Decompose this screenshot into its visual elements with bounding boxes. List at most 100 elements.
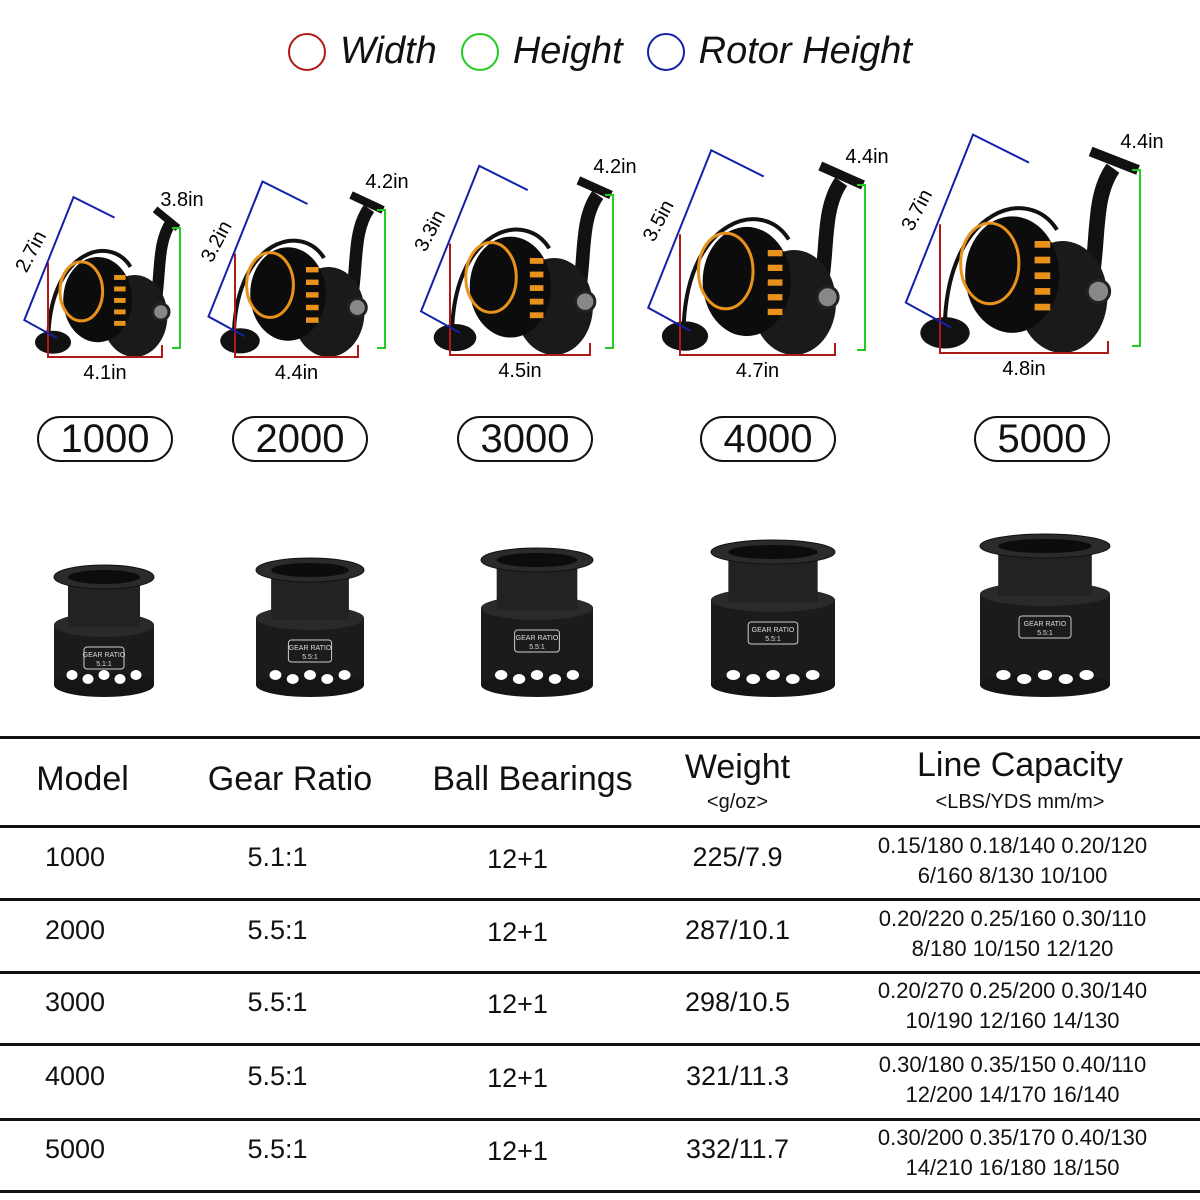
rotor-ring-icon xyxy=(646,32,685,71)
reel-5000: 4.8in 4.4in 3.7in xyxy=(897,131,1163,380)
reel-spool-stripe xyxy=(767,294,783,301)
cell-line-capacity-mm: 0.30/180 0.35/150 0.40/110 xyxy=(878,1051,1147,1077)
reel-spool-ring xyxy=(959,221,1021,306)
spool-top xyxy=(68,570,140,584)
gear-ratio-plate xyxy=(1018,615,1072,639)
reel-spool-stripe xyxy=(306,292,319,298)
spool-1000: GEAR RATIO 5.1:1 xyxy=(53,564,155,697)
reel-handle-knob xyxy=(433,323,477,352)
spool-hole xyxy=(321,674,334,684)
gear-ratio-plate-label: GEAR RATIO xyxy=(1024,621,1067,628)
height-label: 3.8in xyxy=(160,189,203,211)
height-dimension-line xyxy=(377,209,386,349)
reel-foot xyxy=(818,161,865,190)
reel-handle-knob xyxy=(34,330,72,354)
legend-rotor-height: Rotor Height xyxy=(646,30,912,73)
width-label: 4.8in xyxy=(1002,358,1045,380)
spool-hole xyxy=(1037,670,1053,680)
rotor-height-label: 3.7in xyxy=(897,186,937,235)
gear-ratio-plate-value: 5.5:1 xyxy=(302,654,318,661)
spool-hole xyxy=(996,670,1011,680)
rotor-dimension-line xyxy=(646,148,765,332)
cell-weight: 225/7.9 xyxy=(692,841,783,872)
width-dimension-line xyxy=(679,234,836,356)
width-label: 4.5in xyxy=(498,360,541,382)
reel-spool-stripe xyxy=(114,320,126,326)
gear-ratio-plate xyxy=(287,639,333,663)
spool-3000: GEAR RATIO 5.5:1 xyxy=(480,547,594,697)
header-line-capacity: Line Capacity xyxy=(916,746,1123,784)
reel-spool-stripe xyxy=(114,286,126,292)
spool-bottom xyxy=(481,673,593,697)
reel-spool-stripe xyxy=(529,271,544,278)
model-badge-4000: 4000 xyxy=(700,416,836,462)
width-dimension-line xyxy=(939,224,1109,354)
cell-line-capacity-lbs: 6/160 8/130 10/100 xyxy=(917,862,1108,888)
reel-drag-knob xyxy=(151,302,171,322)
reel-handle-knob xyxy=(661,321,709,351)
reel-spool-stripe xyxy=(767,279,783,286)
cell-weight: 298/10.5 xyxy=(684,987,791,1017)
cell-weight: 321/11.3 xyxy=(685,1060,790,1091)
model-badge-5000: 5000 xyxy=(974,416,1110,462)
reel-drag-knob xyxy=(815,285,840,310)
height-dimension-line xyxy=(1132,169,1141,347)
cell-weight: 332/11.7 xyxy=(685,1134,790,1164)
spool-2000: GEAR RATIO 5.5:1 xyxy=(255,557,365,697)
cell-model: 5000 xyxy=(44,1134,106,1164)
reel-spool-stripe xyxy=(529,258,544,264)
spool-hole xyxy=(98,670,110,680)
cell-line-capacity-mm: 0.30/200 0.35/170 0.40/130 xyxy=(877,1125,1148,1150)
legend-label: Height xyxy=(512,30,623,72)
reel-spool-ring xyxy=(464,240,518,314)
height-dimension-line xyxy=(172,227,181,349)
reel-spool-stripe xyxy=(1034,241,1051,248)
spool-hole xyxy=(1058,674,1073,684)
spool-hole xyxy=(1017,674,1032,684)
cell-line-capacity-lbs: 8/180 10/150 12/120 xyxy=(911,935,1114,961)
rotor-dimension-line xyxy=(207,180,308,338)
spool-hole xyxy=(1079,670,1094,680)
gear-ratio-plate xyxy=(514,629,560,653)
spool-hole xyxy=(566,670,580,680)
height-dimension-line xyxy=(857,184,866,351)
cell-gear-ratio: 5.5:1 xyxy=(247,1060,308,1091)
reel-spool-stripe xyxy=(114,297,126,303)
spool-hole xyxy=(512,674,526,684)
gear-ratio-plate xyxy=(83,646,125,670)
cell-ball-bearings: 12+1 xyxy=(487,989,548,1019)
cell-line-capacity-lbs: 12/200 14/170 16/140 xyxy=(905,1081,1120,1107)
reel-foot xyxy=(152,206,181,231)
reel-bail xyxy=(681,217,791,324)
header-weight-unit: <g/oz> xyxy=(706,791,769,813)
gear-ratio-plate-label: GEAR RATIO xyxy=(289,645,332,652)
reel-bail xyxy=(232,238,326,331)
gear-ratio-plate-value: 5.5:1 xyxy=(529,644,545,651)
cell-line-capacity-mm: 0.15/180 0.18/140 0.20/120 xyxy=(877,832,1148,858)
reel-spool-stripe xyxy=(1034,288,1051,295)
spool-top xyxy=(728,545,818,559)
reel-bail xyxy=(450,227,551,327)
reel-spool-ring xyxy=(245,251,295,319)
height-label: 4.4in xyxy=(1120,131,1163,153)
spool-bottom xyxy=(711,673,835,697)
cell-gear-ratio: 5.1:1 xyxy=(247,841,308,872)
reel-dimensions-figure: 4.1in3.8in2.7in4.4in4.2in3.2in4.5in4.2in… xyxy=(11,131,1163,384)
reel-spool-stripe xyxy=(1034,303,1051,311)
cell-model: 2000 xyxy=(44,914,106,945)
spool-hole xyxy=(130,670,142,680)
spool-hole xyxy=(805,670,820,680)
model-badge-2000: 2000 xyxy=(232,416,368,462)
header-gear-ratio: Gear Ratio xyxy=(207,760,373,798)
spool-bottom xyxy=(54,673,154,697)
gear-ratio-plate-label: GEAR RATIO xyxy=(516,635,559,642)
legend-label: Rotor Height xyxy=(698,30,912,72)
height-label: 4.2in xyxy=(365,171,408,193)
reel-drag-knob xyxy=(1085,278,1112,305)
cell-line-capacity-mm: 0.20/270 0.25/200 0.30/140 xyxy=(877,978,1148,1003)
gear-ratio-plate xyxy=(747,621,799,645)
row-divider xyxy=(0,1118,1200,1121)
reel-handle-knob xyxy=(220,328,260,354)
width-label: 4.4in xyxy=(275,362,318,384)
